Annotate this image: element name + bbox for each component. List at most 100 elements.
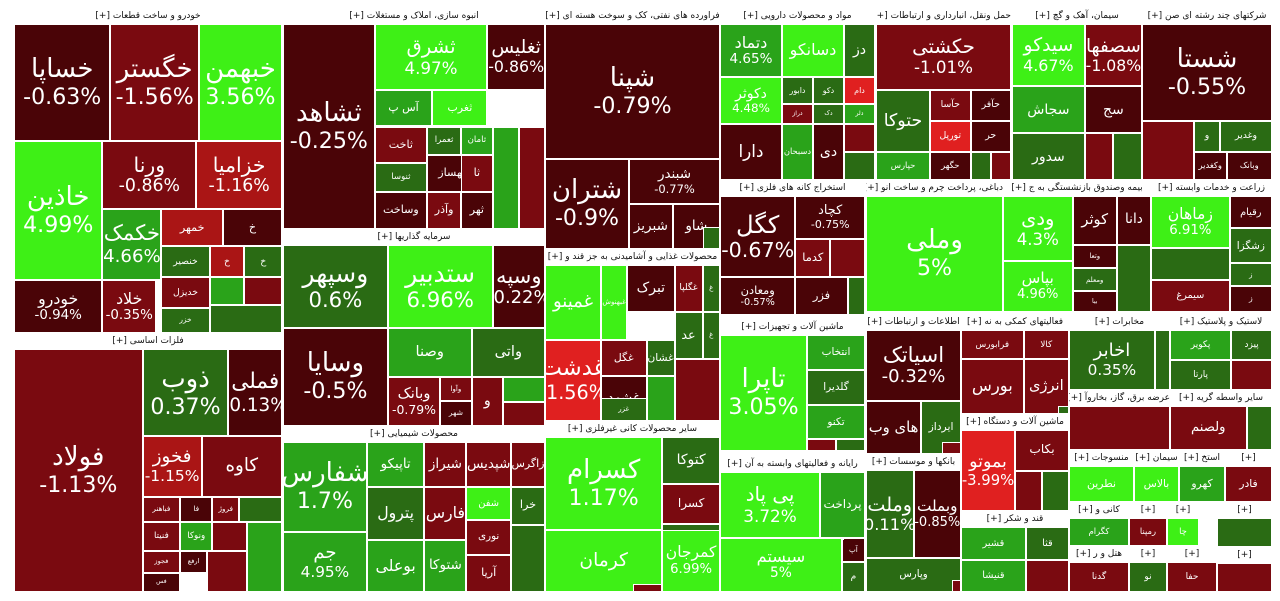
stock-tile[interactable]: رمپنا bbox=[1129, 518, 1167, 546]
stock-tile[interactable]: خ bbox=[223, 209, 282, 247]
sector-header[interactable]: سیمان، آهک و گچ [+] bbox=[1012, 8, 1142, 24]
stock-tile[interactable]: دی bbox=[813, 123, 844, 180]
stock-tile[interactable]: کتوکا bbox=[662, 437, 720, 484]
stock-tile[interactable] bbox=[1069, 406, 1170, 450]
stock-tile[interactable]: ثهر bbox=[461, 192, 493, 229]
stock-tile[interactable]: عد bbox=[674, 311, 703, 359]
sector-header[interactable]: سیمان [+] bbox=[1134, 450, 1179, 466]
stock-tile[interactable]: ذوب 0.37% bbox=[142, 349, 229, 437]
stock-tile[interactable]: دکوثر 4.48% bbox=[720, 77, 782, 124]
stock-tile[interactable] bbox=[1084, 133, 1114, 180]
sector-header[interactable]: مواد و محصولات دارویی [+] bbox=[720, 8, 875, 24]
stock-tile[interactable]: وکغدیر bbox=[1194, 151, 1227, 180]
stock-tile[interactable] bbox=[942, 441, 961, 454]
stock-tile[interactable]: بکاب bbox=[1015, 430, 1069, 471]
stock-tile[interactable]: کالا bbox=[1023, 330, 1069, 360]
stock-tile[interactable]: رقیام bbox=[1229, 196, 1272, 229]
sector-header[interactable]: [+] bbox=[1217, 502, 1272, 518]
stock-tile[interactable]: های وب bbox=[866, 400, 922, 454]
stock-tile[interactable] bbox=[1058, 405, 1069, 414]
stock-tile[interactable]: اسیاتک -0.32% bbox=[866, 330, 961, 401]
stock-tile[interactable]: واتی bbox=[471, 328, 545, 378]
stock-tile[interactable]: شبندر -0.77% bbox=[629, 159, 720, 204]
stock-tile[interactable]: انرژی bbox=[1023, 359, 1069, 414]
sector-header[interactable]: محصولات شیمیایی [+] bbox=[283, 426, 545, 442]
stock-tile[interactable]: فا bbox=[180, 497, 213, 522]
sector-header[interactable]: بانکها و موسسات [+] bbox=[866, 454, 961, 470]
stock-tile[interactable]: م bbox=[841, 562, 865, 592]
stock-tile[interactable]: پکویر bbox=[1170, 330, 1232, 360]
stock-tile[interactable]: وبانک -0.79% bbox=[387, 377, 441, 426]
stock-tile[interactable]: خنصیر bbox=[161, 246, 210, 278]
stock-tile[interactable]: فنیتا bbox=[142, 521, 181, 551]
stock-tile[interactable]: غگل bbox=[601, 339, 647, 376]
stock-tile[interactable]: سیدکو 4.67% bbox=[1012, 24, 1085, 87]
stock-tile[interactable]: حر bbox=[970, 120, 1011, 152]
sector-header[interactable]: انبوه سازی، املاک و مستغلات [+] bbox=[283, 8, 545, 24]
sector-header[interactable]: عرضه برق، گاز، بخاروآ [+] bbox=[1069, 390, 1170, 406]
stock-tile[interactable]: فخوز -1.15% bbox=[142, 436, 202, 498]
sector-header[interactable]: بیمه وصندوق بازنشستگی به ج [+] bbox=[1003, 180, 1151, 196]
stock-tile[interactable]: خبهمن 3.56% bbox=[198, 24, 282, 142]
stock-tile[interactable]: کگرام bbox=[1069, 518, 1129, 546]
stock-tile[interactable] bbox=[632, 584, 663, 592]
stock-tile[interactable]: چا bbox=[1167, 518, 1199, 546]
stock-tile[interactable]: وآذر bbox=[427, 192, 462, 229]
stock-tile[interactable] bbox=[209, 305, 282, 333]
stock-tile[interactable] bbox=[212, 521, 248, 551]
stock-tile[interactable]: خزامیا -1.16% bbox=[196, 141, 282, 210]
stock-tile[interactable]: و bbox=[471, 377, 504, 426]
stock-tile[interactable]: بپاس 4.96% bbox=[1003, 260, 1073, 312]
sector-header[interactable]: [+] bbox=[1129, 502, 1167, 518]
stock-tile[interactable]: بورس bbox=[961, 359, 1024, 414]
stock-tile[interactable]: ودی 4.3% bbox=[1003, 196, 1073, 261]
stock-tile[interactable]: غ bbox=[702, 265, 720, 312]
stock-tile[interactable]: تکنو bbox=[807, 404, 865, 440]
stock-tile[interactable]: ز bbox=[1229, 263, 1272, 287]
stock-tile[interactable] bbox=[503, 402, 545, 426]
stock-tile[interactable]: فجوز bbox=[142, 550, 181, 573]
stock-tile[interactable]: جم 4.95% bbox=[283, 532, 367, 592]
stock-tile[interactable]: پیزد bbox=[1231, 330, 1272, 360]
stock-tile[interactable]: نطرین bbox=[1069, 466, 1134, 502]
stock-tile[interactable]: کگل -0.67% bbox=[720, 196, 796, 277]
stock-tile[interactable]: خدیزل bbox=[161, 277, 210, 309]
stock-tile[interactable]: وسایا -0.5% bbox=[283, 328, 388, 426]
stock-tile[interactable]: وملی 5% bbox=[866, 196, 1003, 312]
sector-header[interactable]: استخ [+] bbox=[1179, 450, 1225, 466]
stock-tile[interactable]: دسبحان bbox=[782, 123, 813, 180]
sector-header[interactable]: منسوجات [+] bbox=[1069, 450, 1134, 466]
stock-tile[interactable]: سیمرغ bbox=[1151, 279, 1230, 312]
stock-tile[interactable]: حآفر bbox=[970, 89, 1011, 121]
stock-tile[interactable]: حفا bbox=[1167, 562, 1217, 592]
stock-tile[interactable] bbox=[1217, 518, 1272, 547]
stock-tile[interactable]: تاپرا 3.05% bbox=[720, 335, 807, 451]
stock-tile[interactable]: وآوا bbox=[440, 377, 472, 401]
stock-tile[interactable]: تبرک bbox=[627, 265, 675, 312]
stock-tile[interactable]: گلدیرا bbox=[807, 369, 865, 405]
sector-header[interactable]: فراورده های نفتی، کک و سوخت هسته ای [+] bbox=[545, 8, 720, 24]
stock-tile[interactable]: غمینو bbox=[545, 265, 601, 340]
stock-tile[interactable]: ولصنم bbox=[1170, 406, 1247, 450]
stock-tile[interactable]: ارفع bbox=[180, 550, 207, 573]
stock-tile[interactable] bbox=[247, 521, 282, 592]
sector-header[interactable]: زراعت و خدمات وابسته [+] bbox=[1151, 180, 1272, 196]
stock-tile[interactable]: ورنا -0.86% bbox=[102, 141, 197, 210]
stock-tile[interactable] bbox=[492, 126, 519, 229]
stock-tile[interactable]: سدور bbox=[1012, 133, 1085, 180]
stock-tile[interactable]: وساخت bbox=[374, 192, 428, 229]
stock-tile[interactable]: دراز bbox=[782, 103, 813, 124]
sector-header[interactable]: مخابرات [+] bbox=[1069, 314, 1170, 330]
stock-tile[interactable]: پترول bbox=[366, 487, 425, 540]
stock-tile[interactable]: وبملت -0.85% bbox=[913, 470, 961, 558]
sector-header[interactable]: خودرو و ساخت قطعات [+] bbox=[14, 8, 282, 24]
stock-tile[interactable]: شفن bbox=[466, 487, 511, 520]
stock-tile[interactable]: غبهنوش bbox=[601, 265, 628, 340]
stock-tile[interactable]: بالاس bbox=[1134, 466, 1179, 502]
stock-tile[interactable]: پرداخت bbox=[820, 472, 865, 538]
stock-tile[interactable] bbox=[1042, 470, 1069, 511]
stock-tile[interactable]: ثعمرا bbox=[427, 126, 462, 156]
stock-tile[interactable]: فولاد -1.13% bbox=[14, 349, 143, 592]
stock-tile[interactable]: فارس bbox=[424, 487, 467, 540]
stock-tile[interactable]: کهرو bbox=[1179, 466, 1225, 502]
